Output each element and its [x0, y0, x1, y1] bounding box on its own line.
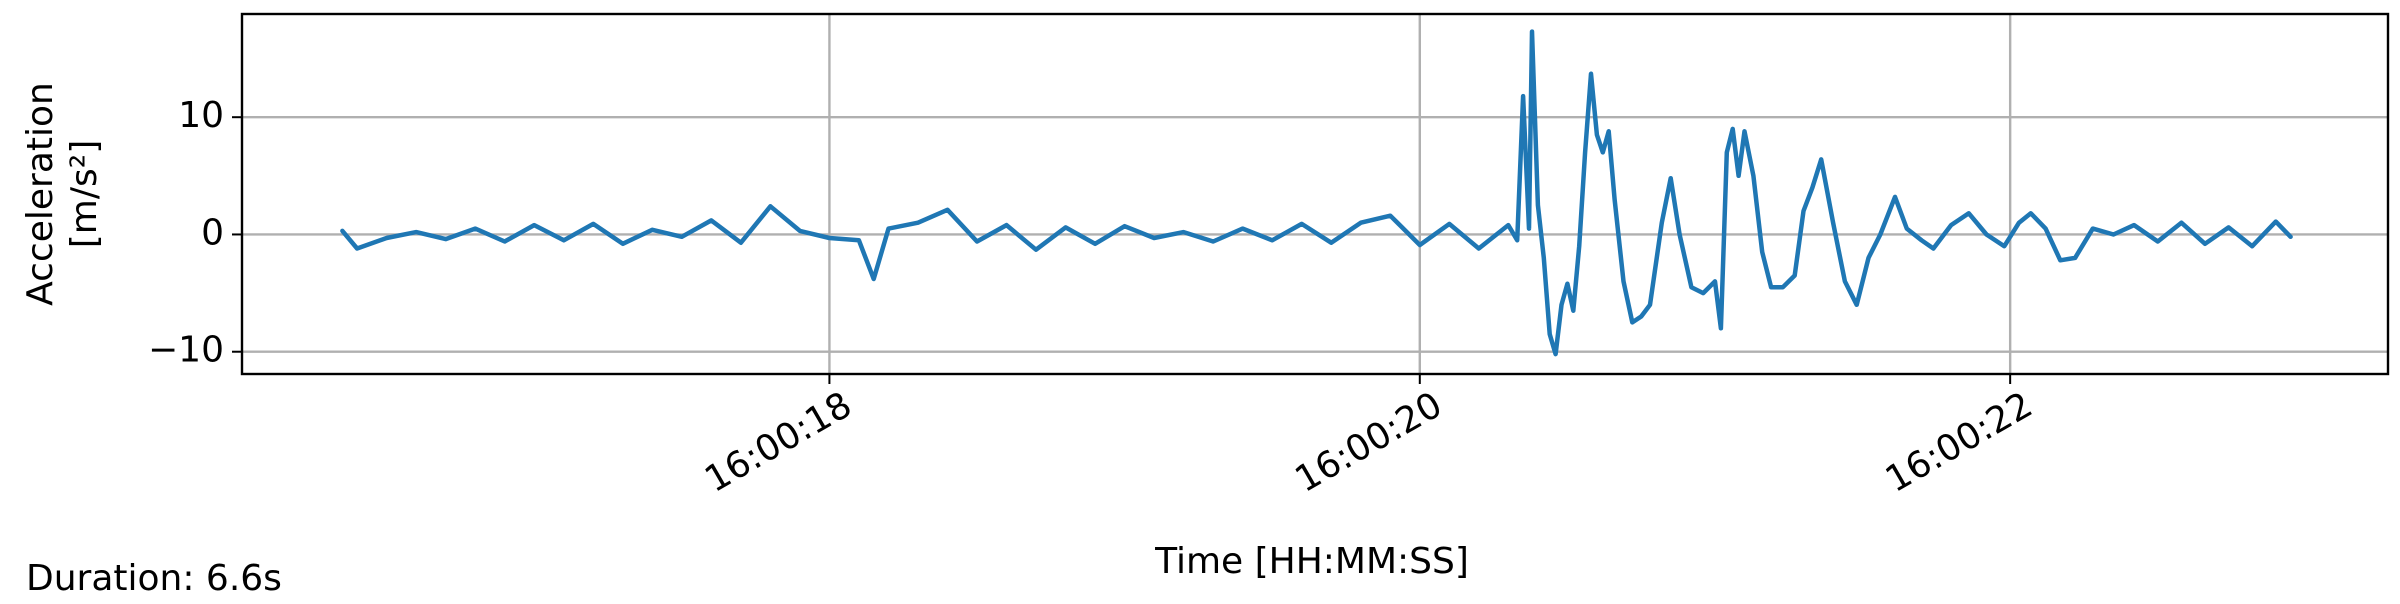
x-tick-label: 16:00:20 [1289, 384, 1450, 500]
y-tick-label: 10 [178, 95, 224, 136]
y-tick-label: −10 [148, 330, 224, 371]
y-axis-label: Acceleration [20, 82, 61, 306]
data-line [340, 29, 2293, 357]
y-tick-label: 0 [201, 212, 224, 253]
x-tick-label: 16:00:18 [698, 384, 859, 500]
axes-frame [240, 12, 2390, 376]
footnote: Duration: 6.6s [26, 558, 282, 599]
x-tick-label: 16:00:22 [1879, 384, 2040, 500]
x-axis-label: Time [HH:MM:SS] [1154, 541, 1469, 582]
y-axis-label: [m/s²] [64, 140, 105, 248]
